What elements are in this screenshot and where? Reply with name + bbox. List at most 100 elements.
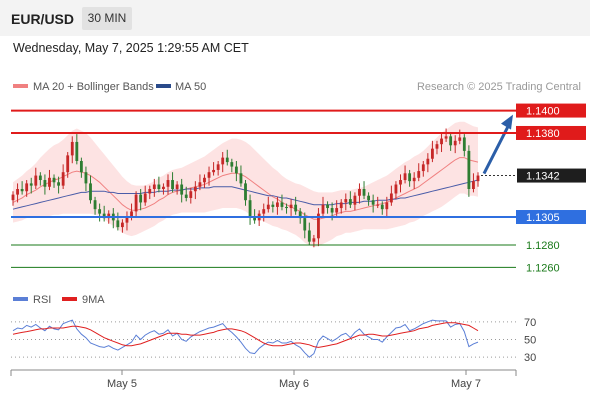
ma20-legend-swatch	[13, 84, 28, 88]
rsi-legend-label: RSI	[33, 294, 51, 306]
candle-body	[52, 177, 56, 183]
candle-body	[262, 209, 266, 214]
resistance-label-1: 1.1380	[526, 128, 560, 140]
candle-body	[207, 172, 211, 178]
candle-body	[221, 157, 225, 165]
candle-body	[458, 137, 462, 141]
candle-body	[449, 136, 453, 146]
ma50-legend-label: MA 50	[175, 81, 206, 93]
rsi-ma-legend-swatch	[62, 297, 77, 301]
candle-body	[84, 172, 88, 184]
candle-body	[280, 202, 284, 207]
candle-body	[285, 206, 288, 209]
candle-body	[239, 173, 243, 184]
rsi-line	[12, 319, 479, 358]
candle-body	[399, 180, 402, 185]
candle-body	[294, 204, 298, 212]
candle-body	[216, 164, 220, 170]
candle-body	[234, 166, 238, 174]
x-axis-ticks: May 5 May 6 May 7	[107, 370, 481, 390]
candle-body	[175, 184, 179, 189]
candle-body	[16, 189, 19, 195]
candle-body	[476, 175, 480, 182]
candle-body	[70, 141, 74, 156]
current-price-label: 1.1342	[526, 171, 560, 183]
resistance-tag-0	[516, 103, 586, 118]
candle-body	[157, 184, 161, 189]
candle-body	[198, 182, 202, 187]
candle-body	[417, 171, 421, 178]
candle-body	[139, 194, 143, 203]
candle-body	[326, 204, 329, 209]
candle-body	[248, 200, 252, 218]
candle-body	[385, 202, 389, 210]
candle-body	[130, 211, 133, 218]
candle-body	[98, 209, 102, 214]
price-levels: 1.1400 1.1380 1.1342 1.1305 1.1280 1.1260	[11, 103, 586, 274]
rsi-ma-legend-label: 9MA	[82, 294, 105, 306]
candle-body	[203, 177, 206, 183]
instrument-title: EUR/USD	[11, 11, 75, 27]
candle-body	[389, 193, 393, 203]
candle-body	[61, 172, 65, 186]
candle-body	[362, 189, 366, 196]
candle-body	[184, 194, 188, 198]
candle-body	[93, 200, 97, 210]
rsi-ma-line	[12, 322, 479, 348]
candle-body	[34, 175, 38, 186]
candle-body	[367, 195, 371, 201]
candle-body	[271, 204, 275, 207]
ma20-legend-label: MA 20 + Bollinger Bands	[33, 81, 154, 93]
timeframe-tab[interactable]: 30 MIN	[82, 7, 132, 30]
x-tick-label: May 5	[107, 378, 137, 390]
rsi-tick-50: 50	[524, 335, 536, 347]
candle-body	[152, 184, 156, 189]
candle-body	[57, 182, 61, 186]
candle-body	[348, 199, 352, 205]
candle-body	[353, 195, 357, 205]
candle-body	[134, 194, 138, 212]
candle-body	[266, 204, 270, 210]
ma50-legend-swatch	[156, 84, 171, 88]
candle-body	[376, 204, 380, 206]
rsi-tick-70: 70	[524, 317, 536, 329]
candle-body	[453, 140, 457, 146]
candle-body	[38, 175, 42, 181]
candle-body	[20, 189, 24, 192]
candle-body	[394, 184, 398, 194]
current-price-tag	[517, 168, 586, 183]
candle-body	[330, 208, 334, 213]
candle-body	[120, 222, 124, 228]
candle-body	[444, 136, 448, 139]
candle-body	[166, 180, 170, 187]
candle-body	[335, 208, 339, 213]
candle-body	[162, 186, 165, 189]
support-tag-3	[516, 210, 586, 225]
projection-arrow-head	[501, 114, 513, 130]
x-tick-label: May 6	[279, 378, 309, 390]
candle-body	[48, 177, 51, 187]
candle-body	[403, 173, 407, 181]
projection-arrow-line	[482, 121, 512, 175]
candle-body	[212, 169, 216, 173]
candle-body	[412, 177, 416, 182]
target-label-4: 1.1280	[526, 240, 560, 252]
candle-body	[29, 183, 33, 186]
candle-body	[440, 138, 443, 145]
candle-body	[148, 189, 152, 194]
candle-body	[472, 181, 475, 189]
rsi-legend-swatch	[13, 297, 28, 301]
candle-body	[244, 183, 247, 201]
candle-body	[66, 155, 70, 173]
candle-body	[467, 150, 471, 189]
candle-body	[102, 213, 106, 219]
candle-body	[307, 230, 311, 242]
candle-body	[426, 158, 430, 165]
candle-body	[180, 184, 184, 195]
rsi-plot: 70 50 30	[11, 317, 536, 364]
candle-body	[275, 202, 279, 207]
candle-body	[339, 202, 343, 209]
candle-body	[225, 157, 229, 163]
candle-body	[43, 180, 47, 187]
